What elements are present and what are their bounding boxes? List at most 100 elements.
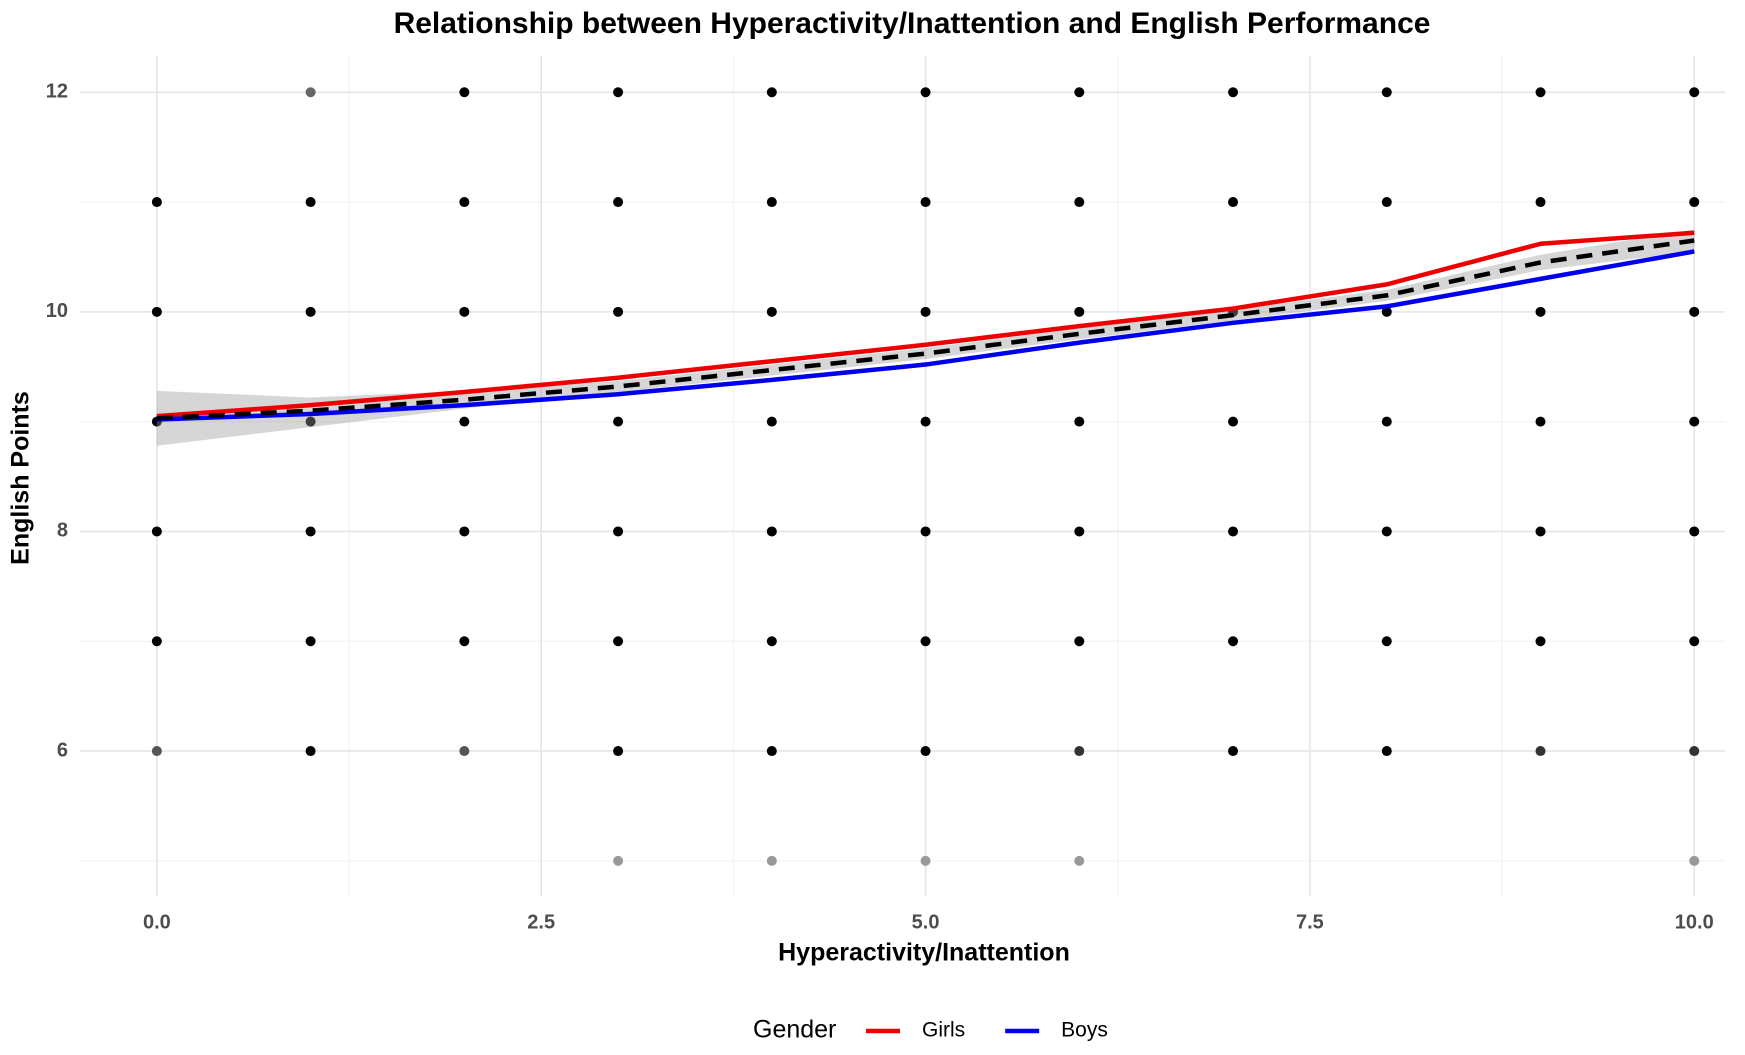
point — [1074, 306, 1085, 317]
point — [1074, 746, 1085, 757]
point — [1074, 855, 1085, 866]
point — [766, 416, 777, 427]
point — [1535, 197, 1546, 208]
point — [1535, 746, 1546, 757]
point — [766, 306, 777, 317]
point — [920, 746, 931, 757]
point — [1689, 636, 1700, 647]
point — [1689, 526, 1700, 537]
point — [1381, 416, 1392, 427]
point — [766, 746, 777, 757]
point — [305, 87, 316, 98]
point — [1228, 87, 1239, 98]
x-tick-label: 2.5 — [527, 911, 555, 933]
point — [1381, 746, 1392, 757]
point — [920, 416, 931, 427]
point — [613, 306, 624, 317]
point — [151, 197, 162, 208]
smooth-line — [156, 249, 1695, 422]
smooth-line — [156, 230, 1695, 419]
point — [151, 526, 162, 537]
x-axis-label: Hyperactivity/Inattention — [778, 939, 1070, 967]
point — [613, 636, 624, 647]
legend-title: Gender — [753, 1016, 836, 1044]
point — [920, 306, 931, 317]
chart-title: Relationship between Hyperactivity/Inatt… — [394, 7, 1431, 40]
point — [1228, 526, 1239, 537]
point — [459, 87, 470, 98]
point — [1535, 87, 1546, 98]
point — [920, 87, 931, 98]
point — [1535, 526, 1546, 537]
legend-label: Girls — [922, 1019, 965, 1042]
point — [1228, 416, 1239, 427]
point — [1228, 197, 1239, 208]
point — [1074, 636, 1085, 647]
point — [459, 197, 470, 208]
point — [1689, 746, 1700, 757]
point — [305, 306, 316, 317]
point — [305, 636, 316, 647]
point — [1381, 526, 1392, 537]
point — [1689, 416, 1700, 427]
point — [1381, 87, 1392, 98]
trend-line — [156, 238, 1695, 421]
point — [459, 306, 470, 317]
y-tick-label: 10 — [46, 300, 68, 322]
point — [920, 855, 931, 866]
point — [151, 636, 162, 647]
x-tick-label: 0.0 — [143, 911, 171, 933]
point — [1074, 526, 1085, 537]
y-tick-label: 6 — [57, 739, 68, 761]
point — [766, 197, 777, 208]
point — [1535, 306, 1546, 317]
point — [1381, 306, 1392, 317]
point — [1228, 636, 1239, 647]
point — [305, 197, 316, 208]
point — [1381, 636, 1392, 647]
confidence-band — [156, 229, 1695, 446]
point — [1689, 306, 1700, 317]
x-tick-label: 5.0 — [912, 911, 940, 933]
point — [613, 416, 624, 427]
point — [305, 416, 316, 427]
point — [920, 526, 931, 537]
point — [1535, 636, 1546, 647]
x-tick-label: 10.0 — [1675, 911, 1714, 933]
point — [613, 855, 624, 866]
point — [305, 746, 316, 757]
point — [459, 416, 470, 427]
point — [1535, 416, 1546, 427]
y-axis-label: English Points — [7, 391, 35, 565]
x-tick-label: 7.5 — [1296, 911, 1324, 933]
legend-label: Boys — [1061, 1019, 1108, 1042]
point — [1074, 87, 1085, 98]
point — [459, 746, 470, 757]
point — [613, 197, 624, 208]
point — [459, 636, 470, 647]
point — [1074, 416, 1085, 427]
point — [613, 87, 624, 98]
point — [151, 746, 162, 757]
point — [459, 526, 470, 537]
point — [1689, 87, 1700, 98]
point — [920, 636, 931, 647]
point — [613, 526, 624, 537]
point — [766, 87, 777, 98]
y-tick-label: 12 — [46, 81, 68, 103]
point — [1689, 197, 1700, 208]
point — [766, 855, 777, 866]
point — [766, 636, 777, 647]
point — [1689, 855, 1700, 866]
point — [1381, 197, 1392, 208]
point — [766, 526, 777, 537]
point — [920, 197, 931, 208]
point — [1228, 746, 1239, 757]
y-tick-label: 8 — [57, 520, 68, 542]
point — [1074, 197, 1085, 208]
point — [305, 526, 316, 537]
point — [151, 306, 162, 317]
point — [613, 746, 624, 757]
